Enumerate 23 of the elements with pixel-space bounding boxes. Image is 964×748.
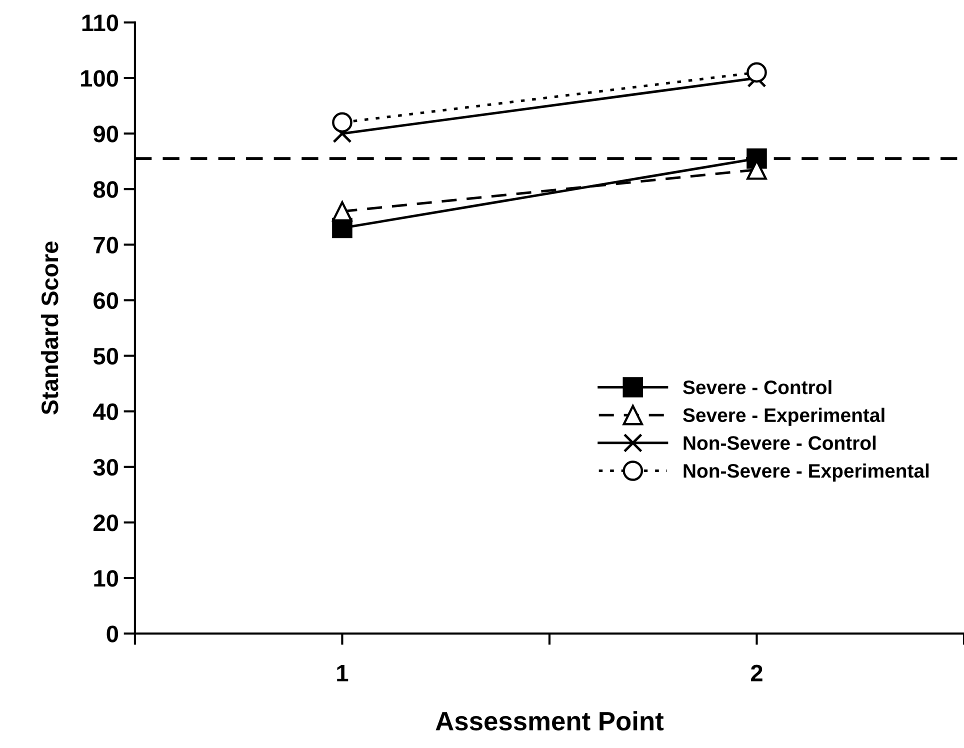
point [746, 62, 767, 83]
y-tick-label: 100 [81, 70, 118, 87]
y-tick-label: 20 [94, 514, 118, 532]
legend-label: Severe - Control [683, 380, 832, 394]
x-tick-label: 2 [750, 664, 762, 682]
y-tick-label: 40 [93, 403, 118, 420]
y-tick-label: 70 [94, 236, 118, 254]
y-tick-label: 60 [94, 292, 118, 310]
y-tick-label: 110 [82, 14, 118, 32]
y-tick-label: 0 [106, 626, 118, 642]
y-tick-label: 10 [94, 570, 118, 587]
y-tick-label: 30 [93, 458, 118, 476]
x-tick-label: 1 [337, 664, 348, 682]
x-axis-title: Assessment Point [436, 711, 664, 731]
legend-label: Severe - Experimental [683, 408, 884, 426]
point [332, 112, 352, 133]
y-tick-label: 80 [93, 181, 118, 198]
y-axis-title: Standard Score [40, 242, 58, 415]
y-tick-label: 90 [94, 126, 118, 142]
y-tick-label: 50 [93, 348, 118, 365]
legend-label: Non-Severe - Control [684, 436, 876, 450]
point [332, 201, 352, 222]
legend-label: Non-Severe - Experimental [684, 463, 929, 482]
